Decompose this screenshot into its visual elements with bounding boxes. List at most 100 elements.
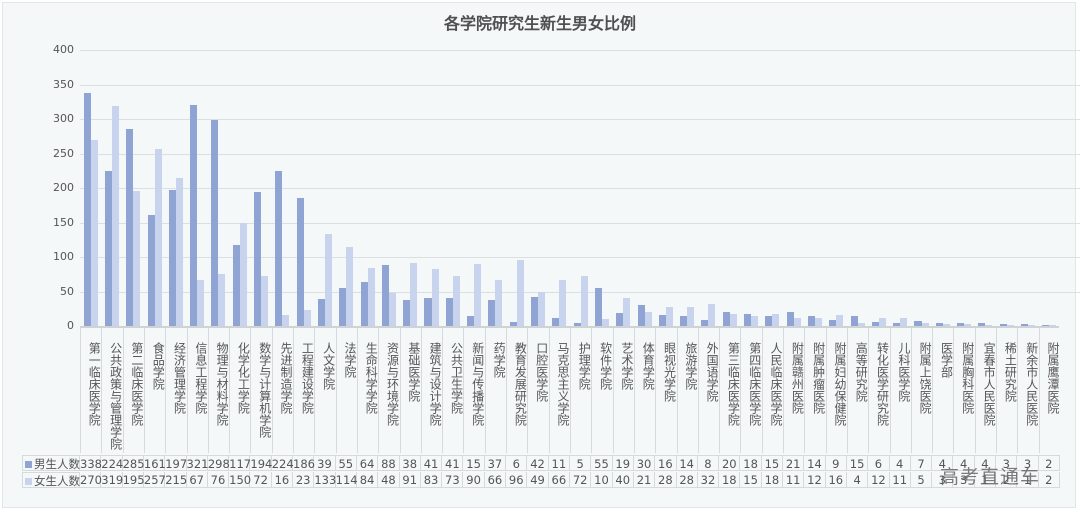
table-cell: 257: [143, 472, 166, 488]
x-tick-label: 儿科医学院: [896, 342, 911, 402]
table-cell: 8: [697, 455, 720, 471]
bar-female: [921, 322, 929, 326]
x-tick-label: 化学化工学院: [236, 342, 251, 414]
table-cell: 215: [165, 472, 188, 488]
category-column: 医学部: [932, 328, 953, 453]
table-cell: 41: [442, 455, 464, 471]
x-tick-label: 信息工程学院: [193, 342, 208, 414]
bar-female: [1028, 325, 1036, 326]
table-cell: 298: [207, 455, 230, 471]
x-tick-label: 体育学院: [641, 342, 656, 390]
table-cell: 194: [250, 455, 273, 471]
table-cell: 19: [612, 455, 634, 471]
bar-female: [175, 177, 183, 326]
table-cell: 16: [271, 472, 294, 488]
legend-swatch-icon: [25, 478, 32, 485]
bar-male: [744, 313, 752, 326]
table-cell: 55: [591, 455, 613, 471]
bar-female: [346, 247, 354, 326]
category-column: 附属上饶医院: [910, 328, 933, 453]
table-cell: 72: [250, 472, 272, 488]
table-cell: 11: [548, 455, 570, 471]
table-cell: 4: [974, 455, 997, 471]
category-column: 公共政策与管理学院: [101, 328, 123, 453]
chart-title: 各学院研究生新生男女比例: [443, 14, 636, 33]
legend-label: 女生人数: [34, 474, 80, 488]
bar-female: [729, 313, 737, 326]
table-cell: 23: [293, 472, 315, 488]
bar-male: [871, 321, 879, 326]
bar-male: [275, 171, 283, 326]
category-column: 马克思主义学院: [548, 328, 570, 453]
table-cell: 42: [527, 455, 549, 471]
bar-male: [978, 323, 986, 326]
table-cell: 197: [165, 455, 188, 471]
table-cell: 319: [101, 472, 124, 488]
bar-female: [431, 268, 439, 326]
bar-female: [644, 311, 652, 326]
bar-male: [296, 197, 304, 326]
table-cell: 88: [378, 455, 400, 471]
x-tick-label: 物理与材料学院: [215, 342, 230, 426]
bar-male: [531, 297, 539, 326]
bar-female: [559, 280, 567, 326]
bar-female: [410, 263, 418, 326]
bar-male: [467, 315, 475, 326]
table-cell: 28: [655, 472, 677, 488]
bar-female: [133, 191, 141, 326]
watermark: 高考直通车: [940, 466, 1041, 488]
x-tick-label: 第一临床医学院: [87, 342, 102, 426]
gridline: [80, 153, 1080, 155]
table-cell: 5: [570, 455, 592, 471]
category-column: 数学与计算机学院: [250, 328, 272, 453]
x-tick-label: 基础医学院: [406, 342, 421, 402]
x-tick-label: 人民临床医学院: [769, 342, 784, 426]
bar-female: [751, 315, 759, 326]
category-column: 工程建设学院: [293, 328, 314, 453]
x-tick-label: 口腔医学院: [534, 342, 549, 402]
category-column: 人文学院: [314, 328, 336, 453]
category-column: 高等研究院: [846, 328, 868, 453]
x-tick-label: 附属上饶医院: [918, 342, 933, 414]
y-tick-label: 250: [53, 146, 74, 160]
bar-female: [538, 292, 546, 326]
table-cell: 15: [846, 455, 869, 471]
bar-male: [786, 311, 794, 326]
gridline: [80, 291, 1080, 293]
table-cell: 2: [996, 472, 1018, 488]
category-column: 宜春市人民医院: [974, 328, 996, 453]
category-column: 人民临床医学院: [761, 328, 784, 453]
table-cell: 5: [910, 472, 933, 488]
category-column: 稀土研究院: [996, 328, 1017, 453]
bar-male: [999, 323, 1007, 326]
table-cell: 72: [570, 472, 592, 488]
table-cell: 38: [399, 455, 421, 471]
table-cell: 49: [527, 472, 549, 488]
bar-female: [942, 323, 950, 326]
table-cell: 9: [825, 455, 847, 471]
category-column: 艺术学院: [612, 328, 634, 453]
table-cell: 18: [740, 455, 762, 471]
bar-female: [90, 139, 98, 326]
bar-female: [985, 325, 993, 326]
table-cell: 195: [122, 472, 145, 488]
table-cell: 12: [804, 472, 826, 488]
bar-female: [495, 280, 503, 326]
x-tick-label: 第四临床医学院: [747, 342, 762, 426]
table-cell: 48: [378, 472, 400, 488]
category-column: 附属肿瘤医院: [804, 328, 826, 453]
x-tick-label: 第三临床医学院: [726, 342, 741, 426]
y-tick-label: 200: [53, 181, 74, 194]
x-tick-label: 生命科学学院: [364, 342, 379, 414]
category-column: 附属鹰潭医院: [1038, 328, 1060, 453]
category-column: 外国语学院: [697, 328, 719, 453]
x-tick-label: 数学与计算机学院: [257, 342, 272, 438]
bar-male: [83, 92, 91, 326]
x-tick-label: 附属妇幼保健院: [832, 342, 847, 426]
table-cell: 11: [783, 472, 805, 488]
bar-male: [360, 281, 368, 326]
table-cell: 3: [953, 472, 975, 488]
table-cell: 3: [996, 455, 1018, 471]
bar-male: [190, 104, 198, 326]
category-column: 化学化工学院: [229, 328, 250, 453]
